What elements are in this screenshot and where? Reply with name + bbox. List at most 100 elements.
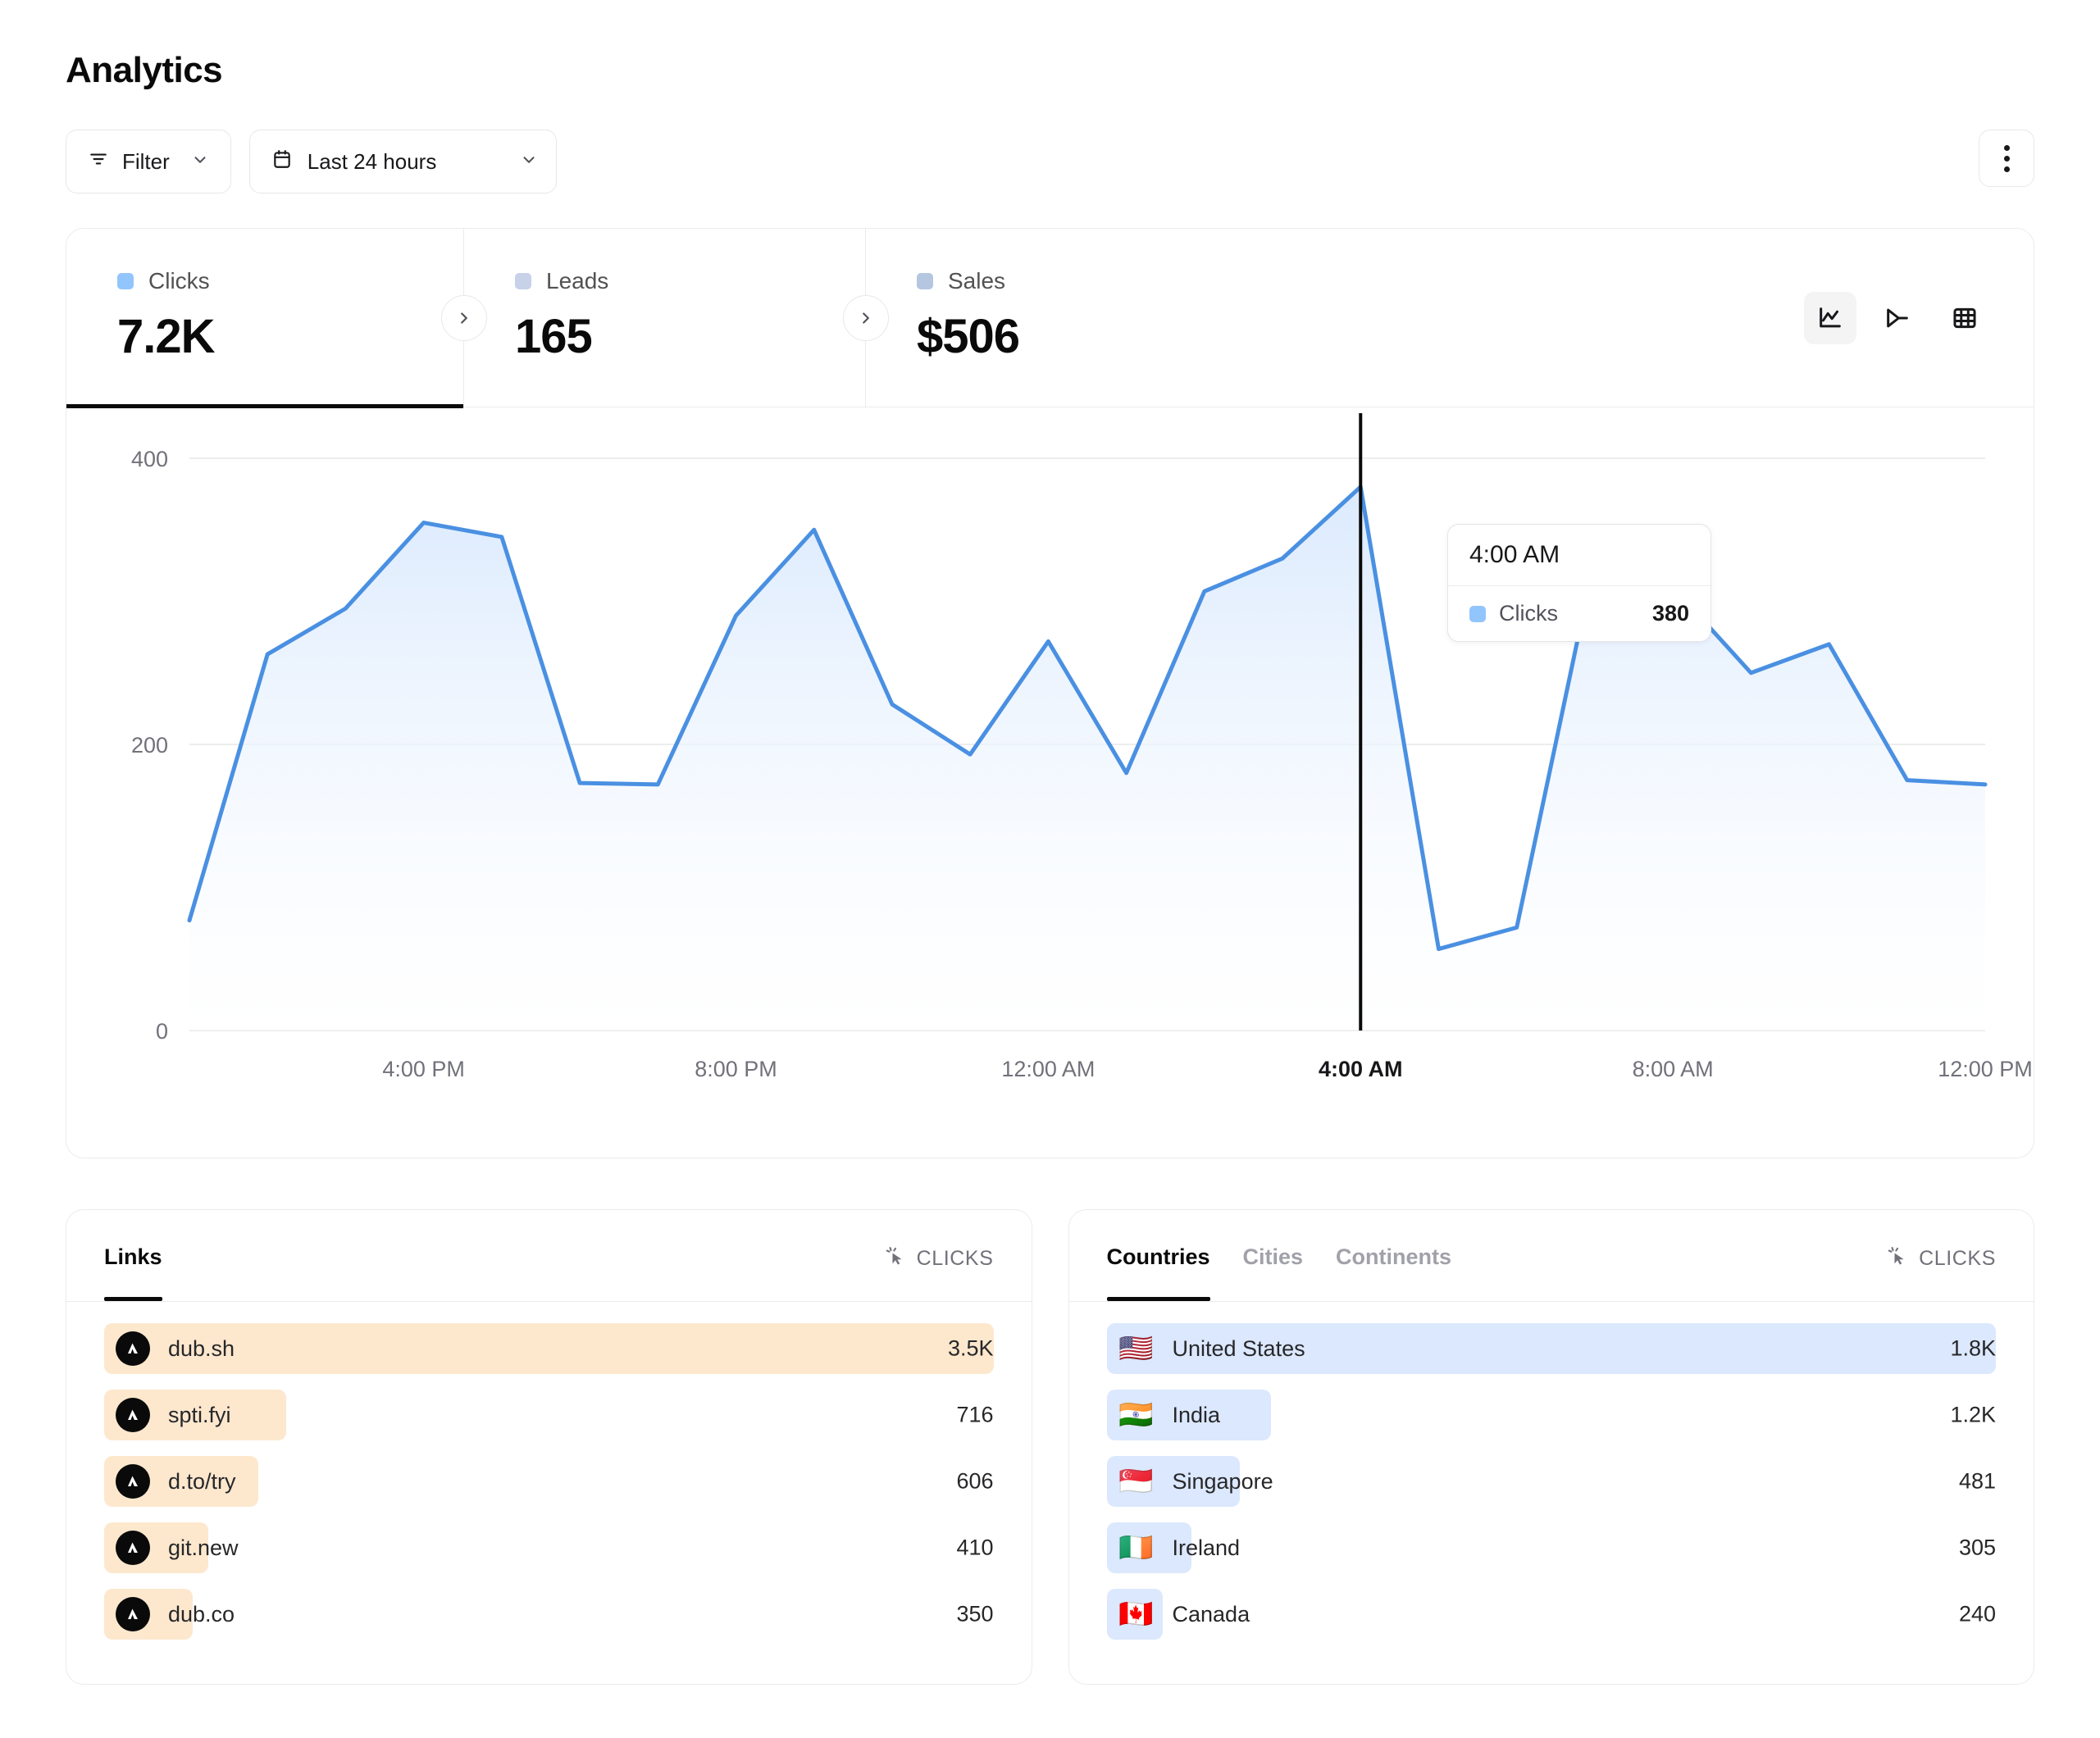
next-metric-button-2[interactable] [843, 294, 889, 341]
dot [2003, 155, 2010, 162]
metric-value: 165 [515, 310, 593, 364]
y-axis-tick-label: 400 [131, 447, 168, 471]
row-value: 606 [956, 1468, 994, 1494]
row-content: 🇨🇦 Canada [1107, 1600, 1250, 1628]
clicks-color-swatch [1469, 605, 1486, 622]
row-bar [1106, 1323, 1996, 1375]
clicks-area-chart[interactable]: 0 200 400 4:00 PM 8:00 PM 12:00 AM 4:00 AM 8:00… [66, 407, 2032, 1158]
row-value: 305 [1958, 1535, 1996, 1560]
tab-continents[interactable]: Continents [1336, 1244, 1452, 1270]
click-cursor-icon [1886, 1244, 1909, 1273]
tab-countries[interactable]: Countries [1106, 1244, 1210, 1301]
chart-plot-area[interactable]: 0 200 400 4:00 PM 8:00 PM 12:00 AM 4:00 AM 8:00… [66, 407, 2034, 1158]
links-metric-selector[interactable]: CLICKS [884, 1244, 994, 1273]
calendar-icon [271, 148, 293, 175]
link-row[interactable]: spti.fyi 716 [104, 1390, 994, 1441]
row-value: 1.2K [1950, 1402, 1996, 1427]
metric-label: Leads [515, 268, 865, 294]
locations-panel-header: Countries Cities Continents CLICKS [1068, 1210, 2034, 1303]
row-value: 410 [956, 1535, 994, 1560]
filter-button[interactable]: Filter [66, 130, 231, 194]
row-content: dub.sh [104, 1331, 235, 1367]
row-value: 240 [1958, 1601, 1996, 1627]
row-label: United States [1172, 1335, 1305, 1361]
country-row[interactable]: 🇺🇸 United States 1.8K [1106, 1323, 1996, 1375]
row-label: d.to/try [168, 1468, 236, 1494]
date-range-button[interactable]: Last 24 hours [248, 130, 558, 194]
metric-card-sales[interactable]: Sales $506 [866, 229, 1374, 407]
dub-logo-icon [116, 1331, 150, 1367]
links-panel-header: Links CLICKS [66, 1210, 1032, 1303]
link-row[interactable]: d.to/try 606 [104, 1456, 994, 1508]
x-axis-tick-label: 4:00 PM [382, 1057, 465, 1081]
metric-name: Clicks [148, 268, 210, 294]
country-row[interactable]: 🇮🇳 India 1.2K [1106, 1390, 1996, 1441]
row-content: 🇺🇸 United States [1107, 1335, 1305, 1363]
row-content: 🇮🇪 Ireland [1107, 1531, 1241, 1565]
sales-color-swatch [917, 273, 933, 290]
metric-name: Leads [546, 268, 609, 294]
row-content: git.new [104, 1531, 239, 1566]
row-value: 1.8K [1950, 1335, 1996, 1361]
chevron-down-icon [520, 149, 538, 175]
row-bar [104, 1323, 994, 1375]
link-row[interactable]: git.new 410 [104, 1522, 994, 1574]
row-label: spti.fyi [168, 1402, 231, 1427]
bottom-panels: Links CLICKS dub.sh 3.5K spti.fyi 716 d.to/t… [66, 1209, 2034, 1686]
countries-list: 🇺🇸 United States 1.8K 🇮🇳 India 1.2K 🇸🇬 Singapor… [1069, 1302, 2034, 1655]
link-row[interactable]: dub.co 350 [104, 1589, 994, 1640]
row-label: Canada [1172, 1601, 1250, 1627]
row-value: 3.5K [947, 1335, 994, 1361]
locations-metric-label: CLICKS [1919, 1247, 1996, 1271]
tab-links[interactable]: Links [104, 1244, 162, 1301]
row-value: 481 [1958, 1468, 1996, 1494]
analytics-chart-card: Clicks 7.2K Leads 165 Sales [66, 228, 2034, 1159]
filter-icon [88, 148, 109, 175]
y-axis-tick-label: 200 [131, 733, 168, 758]
tooltip-series-label: Clicks [1499, 601, 1558, 626]
more-options-button[interactable] [1979, 130, 2034, 188]
tooltip-value: 380 [1651, 601, 1689, 626]
row-content: spti.fyi [104, 1398, 231, 1433]
link-row[interactable]: dub.sh 3.5K [104, 1323, 994, 1375]
dub-logo-icon [116, 1398, 150, 1433]
metrics-row: Clicks 7.2K Leads 165 Sales [66, 229, 2034, 408]
table-view-button[interactable] [1938, 292, 1991, 344]
x-axis-tick-label: 12:00 PM [1938, 1057, 2032, 1081]
x-axis-tick-label: 8:00 AM [1633, 1057, 1714, 1081]
locations-metric-selector[interactable]: CLICKS [1886, 1244, 1996, 1273]
chevron-down-icon [191, 149, 209, 175]
x-axis-tick-label: 12:00 AM [1001, 1057, 1095, 1081]
leads-color-swatch [515, 273, 531, 290]
row-bar [1106, 1456, 1241, 1508]
country-row[interactable]: 🇨🇦 Canada 240 [1106, 1589, 1996, 1640]
dot [2003, 166, 2010, 172]
date-range-label: Last 24 hours [307, 148, 437, 174]
clicks-color-swatch [117, 273, 134, 290]
metric-label: Clicks [117, 268, 463, 294]
line-chart-view-button[interactable] [1804, 291, 1856, 344]
country-flag-icon: 🇮🇪 [1118, 1531, 1154, 1565]
country-flag-icon: 🇨🇦 [1118, 1598, 1154, 1631]
row-content: d.to/try [104, 1464, 236, 1499]
country-flag-icon: 🇺🇸 [1118, 1332, 1154, 1366]
country-row[interactable]: 🇸🇬 Singapore 481 [1106, 1456, 1996, 1508]
row-label: Ireland [1172, 1535, 1241, 1560]
y-axis-tick-label: 0 [156, 1019, 168, 1044]
links-metric-label: CLICKS [916, 1247, 994, 1271]
metric-card-clicks[interactable]: Clicks 7.2K [66, 229, 464, 408]
view-toggle-group [1804, 291, 1991, 344]
metric-card-leads[interactable]: Leads 165 [464, 229, 866, 407]
dub-logo-icon [116, 1531, 150, 1566]
filter-label: Filter [122, 148, 170, 174]
country-flag-icon: 🇸🇬 [1118, 1465, 1154, 1499]
country-row[interactable]: 🇮🇪 Ireland 305 [1106, 1522, 1996, 1574]
row-content: 🇮🇳 India [1107, 1401, 1220, 1429]
x-axis-tick-label: 8:00 PM [695, 1057, 777, 1081]
funnel-view-button[interactable] [1871, 292, 1924, 344]
row-label: dub.sh [168, 1335, 235, 1361]
metric-name: Sales [948, 268, 1006, 294]
tab-cities[interactable]: Cities [1242, 1244, 1304, 1270]
next-metric-button-1[interactable] [441, 294, 487, 341]
metric-value: 7.2K [117, 310, 216, 364]
